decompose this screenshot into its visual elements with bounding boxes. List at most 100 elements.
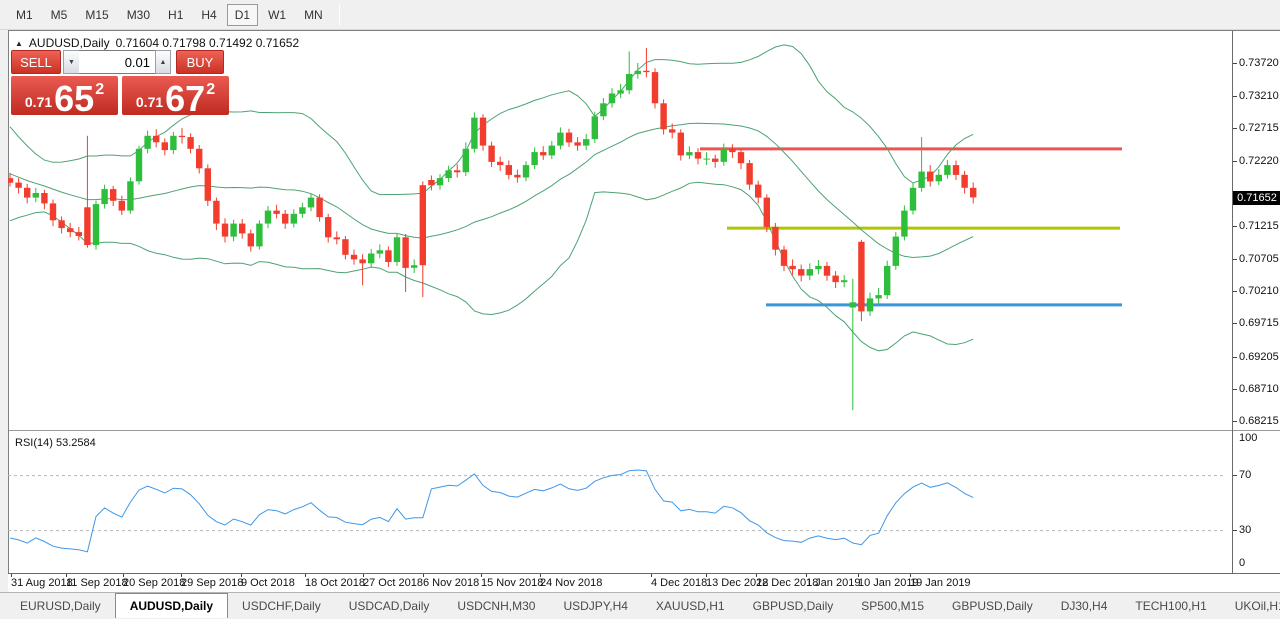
pane-splitter[interactable]: [9, 430, 1280, 431]
rsi-scale-tick: [1233, 475, 1237, 476]
bollinger-middle-band: [9, 122, 974, 259]
timeframe-button-m5[interactable]: M5: [50, 7, 68, 22]
chart-tab-gbpusd-7[interactable]: GBPUSD,Daily: [752, 599, 834, 613]
chart-tab-ukoil-12[interactable]: UKOil,H1: [1234, 599, 1280, 613]
candle-body: [58, 220, 65, 229]
candle-body: [780, 249, 788, 266]
candle-body: [884, 265, 891, 296]
buy-price-box[interactable]: 0.71 67 2: [122, 76, 229, 117]
timeframe-toolbar: M1 M5 M15 M30 H1 H4 D1 W1 MN: [0, 0, 1280, 30]
volume-decrease-button[interactable]: ▼: [63, 50, 79, 74]
ohlc-values: 0.71604 0.71798 0.71492 0.71652: [115, 36, 300, 50]
chart-tab-audusd-1[interactable]: AUDUSD,Daily: [114, 593, 229, 618]
candle-body: [823, 265, 831, 276]
candle-body: [359, 259, 366, 264]
chart-tab-eurusd-0[interactable]: EURUSD,Daily: [20, 599, 101, 613]
time-axis-label: 15 Nov 2018: [481, 577, 544, 589]
timeframe-button-m1[interactable]: M1: [16, 7, 33, 22]
chart-tab-xauusd-6[interactable]: XAUUSD,H1: [655, 599, 725, 613]
chart-symbol-label: AUDUSD,Daily: [28, 36, 110, 50]
rsi-indicator-chart[interactable]: [8, 432, 1280, 574]
timeframe-button-m15[interactable]: M15: [85, 7, 109, 22]
candle-body: [325, 217, 332, 238]
candle-body: [746, 163, 753, 185]
candle-body: [101, 189, 108, 205]
candle-body: [307, 197, 315, 208]
one-click-trade-panel: SELL ▼ 0.01 ▲ BUY 0.71 65 2 0.71 67: [11, 50, 229, 117]
chart-tab-dj30-10[interactable]: DJ30,H4: [1060, 599, 1108, 613]
chart-tab-tech100-11[interactable]: TECH100,H1: [1135, 599, 1207, 613]
time-axis-label: 22 Dec 2018: [756, 577, 819, 589]
candle-body: [204, 168, 211, 201]
chart-window: ▲ AUDUSD,Daily 0.71604 0.71798 0.71492 0…: [8, 30, 1280, 574]
chart-tab-usdcnh-4[interactable]: USDCNH,M30: [457, 599, 536, 613]
candle-body: [815, 265, 822, 270]
candle-body: [213, 200, 220, 224]
candle-body: [67, 228, 74, 233]
price-scale-label: 0.71215: [1239, 220, 1279, 232]
chart-tab-usdjpy-5[interactable]: USDJPY,H4: [563, 599, 628, 613]
candle-body: [574, 142, 581, 146]
collapse-triangle-icon[interactable]: ▲: [15, 38, 23, 48]
timeframe-button-h1[interactable]: H1: [168, 7, 184, 22]
candle-body: [350, 254, 358, 260]
time-axis[interactable]: 31 Aug 2018 11 Sep 2018 20 Sep 2018 29 Sep …: [8, 573, 1280, 592]
rsi-scale-tick: [1233, 530, 1237, 531]
candle-body: [798, 269, 805, 276]
volume-increase-button[interactable]: ▲: [155, 50, 171, 74]
chart-tab-usdcad-3[interactable]: USDCAD,Daily: [348, 599, 430, 613]
chart-tab-usdchf-2[interactable]: USDCHF,Daily: [242, 599, 321, 613]
toolbar-separator: [338, 3, 340, 26]
candle-body: [333, 237, 340, 240]
candle-body: [669, 129, 676, 133]
candle-body: [127, 181, 134, 211]
time-axis-tick: [481, 574, 482, 577]
time-axis-tick: [181, 574, 182, 577]
price-scale-label: 0.73210: [1239, 90, 1279, 102]
candle-body: [626, 74, 633, 91]
time-axis-tick: [858, 574, 859, 577]
candle-body: [858, 241, 865, 312]
candle-body: [591, 116, 598, 140]
candle-body: [178, 135, 186, 138]
candle-body: [832, 275, 839, 283]
volume-input[interactable]: 0.01: [79, 50, 155, 74]
candle-body: [600, 103, 607, 117]
price-scale-tick: [1233, 128, 1237, 129]
candle-body: [479, 117, 487, 146]
timeframe-button-w1[interactable]: W1: [268, 7, 287, 22]
sell-price-box[interactable]: 0.71 65 2: [11, 76, 118, 117]
price-scale-tick: [1233, 389, 1237, 390]
candle-body: [583, 139, 590, 146]
candle-body: [161, 142, 168, 151]
price-scale-tick: [1233, 226, 1237, 227]
time-axis-label: 9 Oct 2018: [241, 577, 295, 589]
time-axis-tick: [423, 574, 424, 577]
chart-tab-sp500-8[interactable]: SP500,M15: [861, 599, 925, 613]
candle-body: [230, 223, 237, 237]
candle-body: [531, 152, 538, 166]
timeframe-button-m30[interactable]: M30: [126, 7, 151, 22]
candle-body: [247, 233, 254, 247]
candle-body: [196, 148, 203, 169]
candle-body: [411, 265, 418, 268]
spin-up-icon: ▲: [159, 58, 167, 66]
time-axis-label: 31 Aug 2018: [11, 577, 73, 589]
buy-button[interactable]: BUY: [176, 50, 224, 74]
timeframe-button-h4[interactable]: H4: [201, 7, 217, 22]
candle-body: [282, 213, 289, 224]
candle-body: [144, 135, 151, 149]
sell-button[interactable]: SELL: [11, 50, 61, 74]
candle-body: [557, 132, 564, 146]
candle-body: [110, 189, 117, 201]
timeframe-button-mn[interactable]: MN: [304, 7, 323, 22]
timeframe-button-d1[interactable]: D1: [226, 3, 259, 26]
time-axis-label: 19 Jan 2019: [910, 577, 971, 589]
chart-tab-gbpusd-9[interactable]: GBPUSD,Daily: [952, 599, 1033, 613]
candle-body: [952, 165, 960, 175]
candle-body: [419, 185, 426, 266]
price-chart[interactable]: [8, 30, 1280, 430]
price-scale-label: 0.69715: [1239, 317, 1279, 329]
candle-body: [540, 152, 547, 156]
buy-price-point: 2: [206, 81, 216, 98]
